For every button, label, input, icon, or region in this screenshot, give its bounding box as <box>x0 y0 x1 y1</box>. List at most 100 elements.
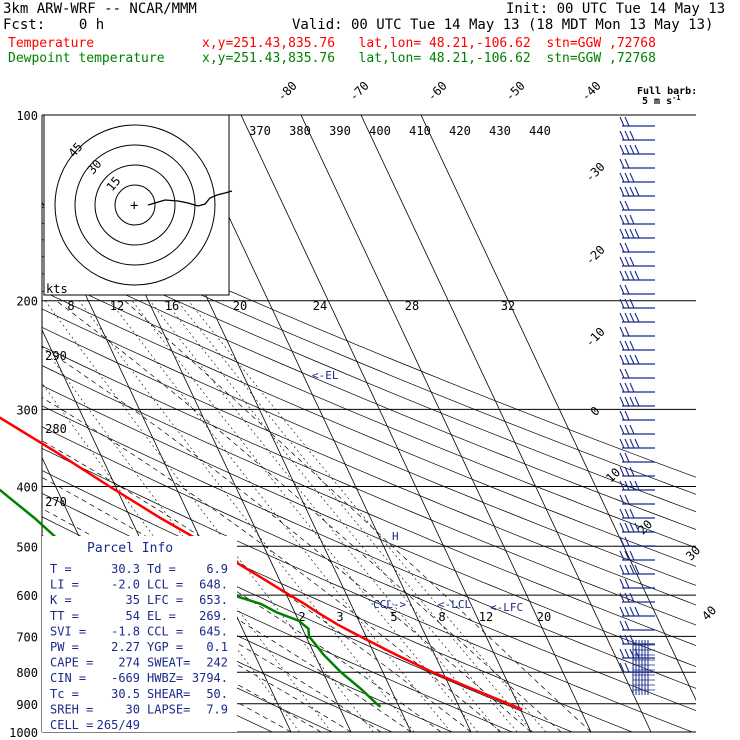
wind-barb-feather <box>624 326 630 337</box>
wind-barb-feather <box>629 480 635 491</box>
el-marker: <-EL <box>312 369 339 382</box>
theta-label: 430 <box>489 124 511 138</box>
dewpoint-location: x,y=251.43,835.76 lat,lon= 48.21,-106.62… <box>202 51 656 66</box>
dry-adiabat <box>42 345 696 626</box>
wind-barb-feather <box>619 214 625 225</box>
parcel-row-label: SREH = <box>50 702 93 716</box>
theta-label: 400 <box>369 124 391 138</box>
wind-barb-feather <box>634 228 640 239</box>
isotherm-label: -30 <box>583 160 608 185</box>
mixing-ratio-label: 24 <box>313 299 327 313</box>
wind-barb-feather <box>634 312 640 323</box>
parcel-row-value: 2.27 <box>111 640 140 654</box>
wind-barb-feather <box>624 634 630 645</box>
pressure-label: 800 <box>16 666 38 680</box>
wind-barb-feather <box>629 256 635 267</box>
wind-barb-feather <box>619 298 625 309</box>
parcel-row-value: -1.8 <box>111 624 140 638</box>
wind-barb-feather <box>629 466 635 477</box>
parcel-row-label: SVI = <box>50 624 86 638</box>
parcel-row-value: 6.9 <box>206 562 228 576</box>
parcel-row-label: K = <box>50 593 72 607</box>
wind-barb-feather <box>619 116 625 127</box>
wind-barb-feather <box>624 214 630 225</box>
wind-barb-feather <box>619 382 625 393</box>
theta-left-label: 280 <box>45 422 67 436</box>
wind-barb-feather <box>619 158 625 169</box>
wind-barb-feather <box>629 592 635 603</box>
wind-barb-feather <box>624 424 630 435</box>
wind-barb-feather <box>619 368 625 379</box>
wind-barb-feather <box>629 144 635 155</box>
pressure-label: 400 <box>16 480 38 494</box>
wind-barb-feather <box>624 536 630 547</box>
wind-barbs <box>619 116 655 695</box>
parcel-row-label: CELL = <box>50 718 93 732</box>
hodograph: 15 30 45 + kts <box>43 114 233 296</box>
wind-barb-feather <box>619 200 625 211</box>
wind-barb-feather <box>629 606 635 617</box>
theta-label: 410 <box>409 124 431 138</box>
parcel-row-value: 274 <box>118 656 140 670</box>
pressure-label: 700 <box>16 630 38 644</box>
wind-barb-feather <box>629 172 635 183</box>
wind-barb-feather <box>624 480 630 491</box>
valid-time: Valid: 00 UTC Tue 14 May 13 (18 MDT Mon … <box>292 17 714 33</box>
wind-barb-feather <box>624 172 630 183</box>
dry-adiabat <box>42 385 696 667</box>
mixing-ratio-label: 20 <box>537 610 551 624</box>
parcel-row-value: 269. <box>199 609 228 623</box>
wind-barb-feather <box>619 396 625 407</box>
isotherm-label: -80 <box>275 79 300 104</box>
mixing-ratio-label: 16 <box>165 299 179 313</box>
wind-barb-feather <box>629 312 635 323</box>
wind-barb-feather <box>624 592 630 603</box>
wind-barb-feather <box>624 270 630 281</box>
parcel-row-label: TT = <box>50 609 79 623</box>
wind-barb-feather <box>619 424 625 435</box>
mixing-ratio-line <box>188 300 547 732</box>
dry-adiabat <box>42 290 696 567</box>
wind-barb-feather <box>629 396 635 407</box>
wind-barb-feather <box>624 312 630 323</box>
wind-barb-feather <box>629 298 635 309</box>
wind-barb-feather <box>619 438 625 449</box>
wind-barb-feather <box>624 452 630 463</box>
wind-barb-feather <box>624 144 630 155</box>
wind-barb-feather <box>624 256 630 267</box>
temperature-profile <box>0 416 523 711</box>
hodograph-units: kts <box>46 282 68 296</box>
dry-adiabat <box>42 327 696 606</box>
wind-barb-feather <box>624 550 630 561</box>
parcel-row-label: LI = <box>50 578 79 592</box>
isotherm-label: 20 <box>635 517 655 537</box>
wind-barb-feather <box>624 382 630 393</box>
theta-left-label: 270 <box>45 495 67 509</box>
isotherm-label: -50 <box>503 79 528 104</box>
barb-legend: Full barb: 5 m s-1 <box>637 86 697 107</box>
dewpoint-legend-label: Dewpoint temperature <box>8 51 165 66</box>
wind-barb-feather <box>619 242 625 253</box>
wind-barb-feather <box>634 564 640 575</box>
wind-barb-feather <box>619 284 625 295</box>
lcl-marker: <-LCL <box>438 598 471 611</box>
dry-adiabat <box>42 273 696 549</box>
wind-barb-feather <box>619 186 625 197</box>
parcel-row-label: Td = <box>147 562 176 576</box>
wind-barb-feather <box>619 326 625 337</box>
mixing-ratio-line <box>149 300 500 732</box>
forecast-hour: Fcst: 0 h <box>3 17 105 33</box>
mixing-ratio-label: 12 <box>110 299 124 313</box>
wind-barb-feather <box>624 228 630 239</box>
init-time: Init: 00 UTC Tue 14 May 13 <box>506 1 726 17</box>
mixing-ratio-label: 32 <box>501 299 515 313</box>
parcel-row-label: SWEAT= <box>147 656 190 670</box>
parcel-row-value: 645. <box>199 624 228 638</box>
parcel-row-value: 653. <box>199 593 228 607</box>
parcel-row-label: EL = <box>147 609 176 623</box>
moist-adiabat <box>42 558 352 732</box>
wind-barb-feather <box>619 522 625 533</box>
isotherm-label: -20 <box>583 243 608 268</box>
wind-barb-feather <box>624 186 630 197</box>
